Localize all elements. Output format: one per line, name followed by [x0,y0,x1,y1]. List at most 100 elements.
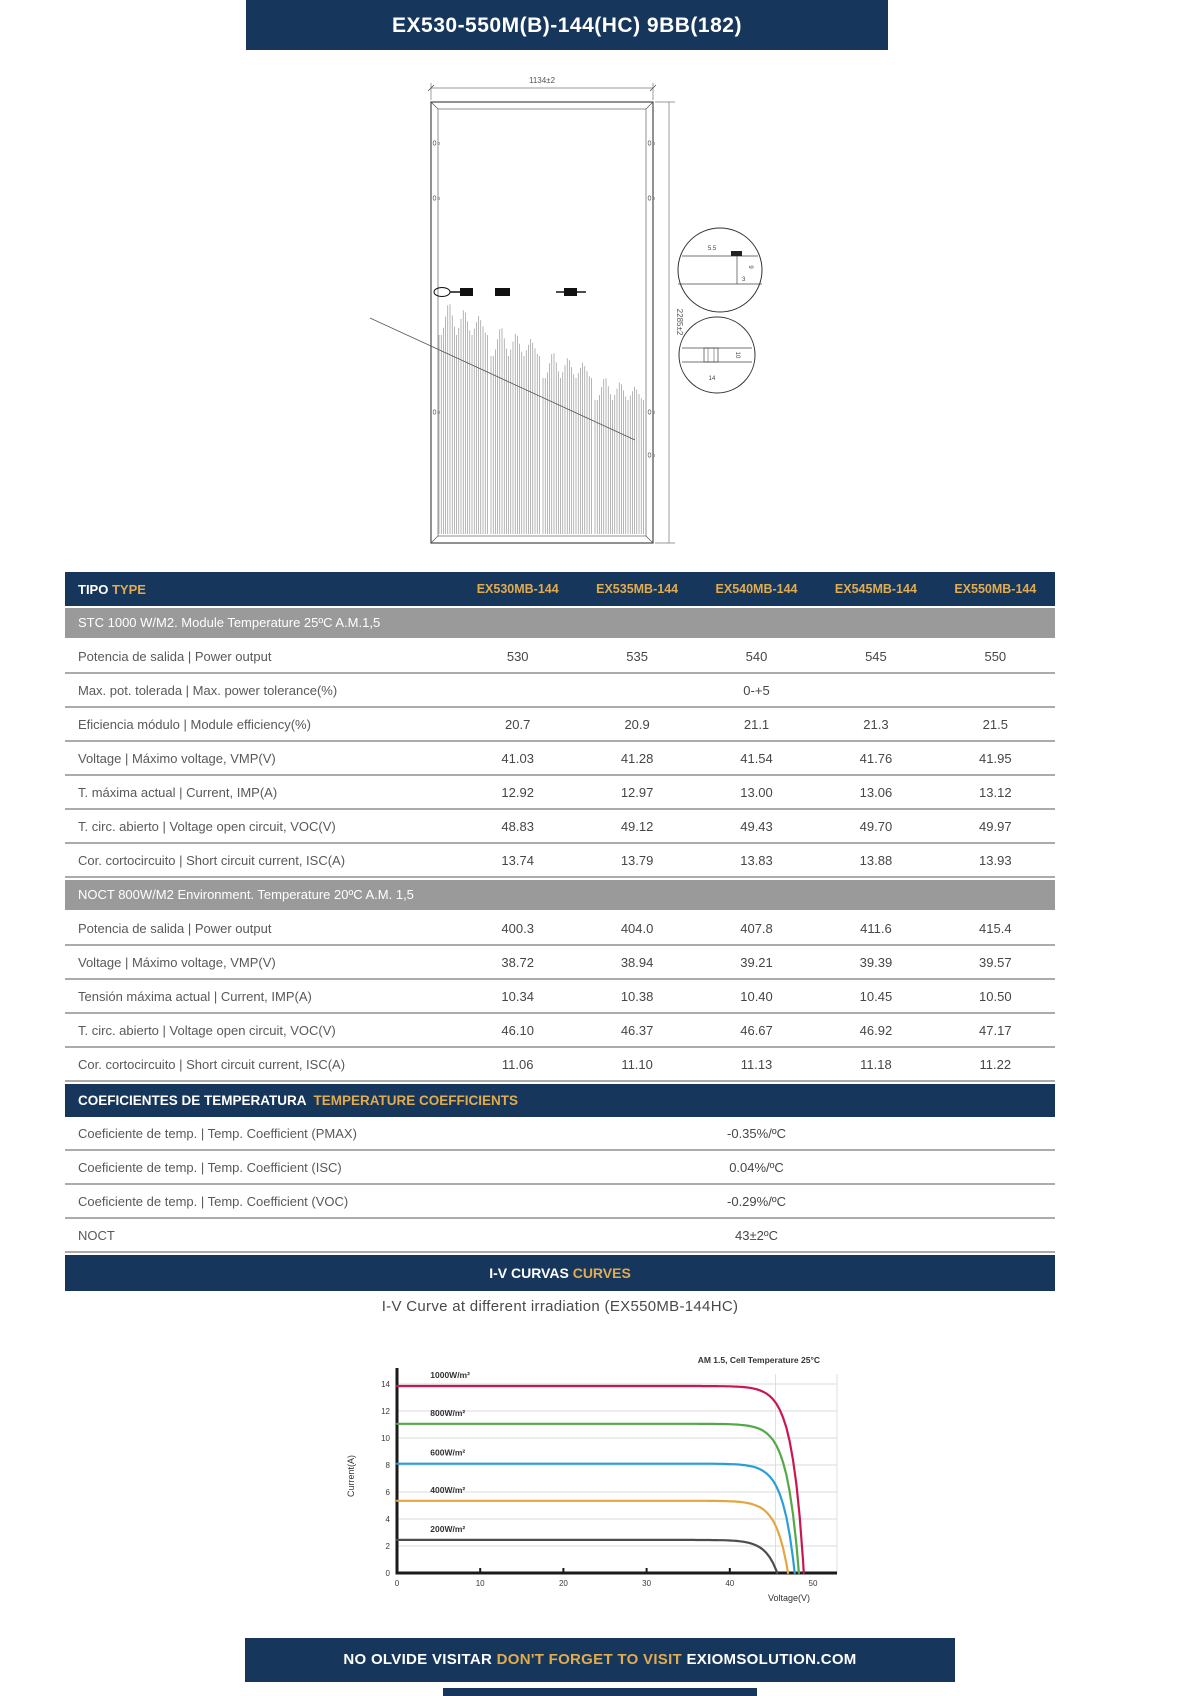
frame-detail-dim: 3 [742,277,746,283]
table-row: T. circ. abierto | Voltage open circuit,… [65,1014,1055,1048]
row-value: 11.10 [621,1056,653,1072]
chart-x-axis-label: Voltage(V) [768,1593,810,1603]
frame-detail-dim: 5.5 [708,246,717,252]
row-label: Cor. cortocircuito | Short circuit curre… [78,852,346,868]
row-value-span: -0.35%/ºC [727,1125,786,1141]
table-row: T. circ. abierto | Voltage open circuit,… [65,810,1055,844]
row-value-span: -0.29%/ºC [727,1193,786,1209]
footer-strip [443,1688,757,1696]
axis-tick-label: 8 [386,1461,391,1470]
row-value: 20.9 [624,716,650,732]
row-value: 11.13 [740,1056,773,1072]
row-label: NOCT [78,1227,115,1243]
spec-table-header: TIPO TYPE EX530MB-144 EX535MB-144 EX540M… [65,572,1055,606]
hole-label: 0 [653,141,656,146]
row-value: 13.93 [979,852,1012,868]
row-value: 38.72 [501,954,534,970]
curve-label: 800W/m² [430,1408,465,1418]
hole-label: 0 [653,410,656,415]
table-type-header: TIPO TYPE [65,582,458,597]
row-value: 12.97 [620,784,654,800]
axis-tick-label: 2 [386,1542,391,1551]
row-value: 20.7 [505,716,531,732]
iv-curve [395,1499,790,1575]
row-label: Cor. cortocircuito | Short circuit curre… [78,1056,346,1072]
row-value: 10.38 [620,988,654,1004]
mounting-hole-icon [647,140,652,146]
banner-label-en: TEMPERATURE COEFFICIENTS [313,1093,519,1108]
row-value: 46.92 [859,1022,893,1038]
row-label: T. circ. abierto | Voltage open circuit,… [78,818,336,834]
row-value: 11.06 [501,1056,534,1072]
row-label: Tensión máxima actual | Current, IMP(A) [78,988,312,1004]
curve-label: 1000W/m² [430,1370,470,1380]
mounting-hole-icon [647,409,652,415]
row-value: 13.83 [740,852,773,868]
curve-label: 400W/m² [430,1485,465,1495]
mounting-hole-icon [432,195,437,201]
curve-label: 600W/m² [430,1448,465,1458]
type-label-es: TIPO [78,581,109,597]
row-value: 47.17 [979,1022,1012,1038]
axis-tick-label: 10 [381,1434,390,1443]
curve-label: 200W/m² [430,1524,465,1534]
footer-text-es: NO OLVIDE VISITAR [343,1651,493,1668]
row-value: 13.12 [979,784,1012,800]
table-row: Max. pot. tolerada | Max. power toleranc… [65,674,1055,708]
hole-label: 0 [438,141,441,146]
table-row: Voltage | Máximo voltage, VMP(V) 38.72 38.… [65,946,1055,980]
row-value-span: 43±2ºC [735,1227,778,1243]
axis-tick-label: 0 [395,1579,400,1588]
iv-chart-plot: 0 10 20 30 40 50 0 2 4 6 8 10 12 14 1000W/m² 800W/m² 600… [381,1368,838,1588]
table-row: Potencia de salida | Power output 530 535 5… [65,640,1055,674]
row-value: 41.95 [979,750,1012,766]
row-label: Coeficiente de temp. | Temp. Coefficient… [78,1193,349,1209]
row-value: 39.21 [740,954,773,970]
table-coefficients-banner: COEFICIENTES DE TEMPERATURA TEMPERATURE C… [65,1084,1055,1117]
table-row: T. máxima actual | Current, IMP(A) 12.92 1… [65,776,1055,810]
row-value: 550 [984,648,1007,664]
table-section-header: STC 1000 W/M2. Module Temperature 25ºC A… [65,608,1055,638]
row-value: 13.88 [859,852,893,868]
axis-tick-label: 4 [386,1515,391,1524]
row-value: 49.43 [740,818,773,834]
table-row: Tensión máxima actual | Current, IMP(A) 1… [65,980,1055,1014]
row-value: 400.3 [501,920,534,936]
junction-box-connectors [433,287,586,297]
row-label: T. máxima actual | Current, IMP(A) [78,784,278,800]
row-value-span: 0-+5 [743,682,770,698]
axis-tick-label: 50 [809,1579,818,1588]
footer-website: EXIOMSOLUTION.COM [686,1651,857,1668]
slot-detail-dim: 14 [709,376,716,382]
row-value: 49.97 [979,818,1012,834]
axis-tick-label: 6 [386,1488,391,1497]
table-row: Coeficiente de temp. | Temp. Coefficient… [65,1117,1055,1151]
mounting-holes: 0000000 [432,140,656,458]
slot-detail-dim: 10 [734,352,740,359]
row-value: 535 [626,648,648,664]
row-value: 21.3 [863,716,889,732]
type-label-en: TYPE [111,581,146,597]
row-value: 530 [506,648,529,664]
spec-table: TIPO TYPE EX530MB-144 EX535MB-144 EX540M… [65,572,1055,1291]
row-value: 48.83 [501,818,534,834]
chart-title: I-V Curve at different irradiation (EX55… [381,1298,739,1315]
row-value: 41.76 [859,750,893,766]
row-label: Potencia de salida | Power output [78,648,272,664]
panel-outline [430,101,654,544]
table-section-header: NOCT 800W/M2 Environment. Temperature 20… [65,880,1055,910]
axis-tick-label: 40 [725,1579,734,1588]
row-value: 11.18 [860,1056,892,1072]
row-value: 415.4 [979,920,1012,936]
row-value: 21.5 [982,716,1008,732]
row-value: 46.10 [501,1022,534,1038]
iv-curve [395,1384,805,1575]
row-label: Potencia de salida | Power output [78,920,272,936]
mounting-hole-icon [647,452,652,458]
hole-label: 0 [653,453,656,458]
row-label: Max. pot. tolerada | Max. power toleranc… [78,682,338,698]
row-value: 13.06 [859,784,893,800]
footer-text-en: DON'T FORGET TO VISIT [496,1651,683,1668]
hole-label: 0 [438,196,441,201]
